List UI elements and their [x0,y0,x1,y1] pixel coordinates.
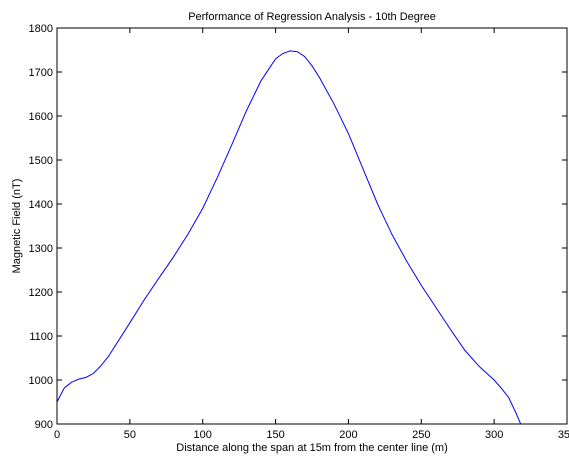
y-tick-label: 1800 [29,23,53,35]
x-tick-label: 200 [339,429,357,441]
x-tick-label: 0 [54,429,60,441]
x-tick-label: 300 [485,429,503,441]
axis-ticks: 0 50 100 150 200 250 300 350 900 1000 1100 1200 1300… [29,23,569,441]
x-axis-label: Distance along the span at 15m from the … [176,442,447,454]
y-tick-label: 1200 [29,287,53,299]
plot-lines [57,50,522,424]
x-tick-label: 50 [124,429,136,441]
x-tick-label: 100 [194,429,212,441]
x-tick-label: 250 [412,429,430,441]
y-axis-label: Magnetic Field (nT) [11,179,23,274]
y-tick-label: 1500 [29,155,53,167]
y-tick-label: 900 [35,419,53,431]
y-tick-label: 1100 [29,331,53,343]
y-tick-label: 1600 [29,111,53,123]
x-tick-label: 350 [558,429,569,441]
chart-title: Performance of Regression Analysis - 10t… [188,11,436,23]
y-tick-label: 1300 [29,243,53,255]
x-tick-label: 150 [266,429,284,441]
y-tick-label: 1000 [29,375,53,387]
y-tick-label: 1400 [29,199,53,211]
plot-area-frame [56,27,568,425]
y-tick-label: 1700 [29,67,53,79]
series-line [57,50,522,424]
